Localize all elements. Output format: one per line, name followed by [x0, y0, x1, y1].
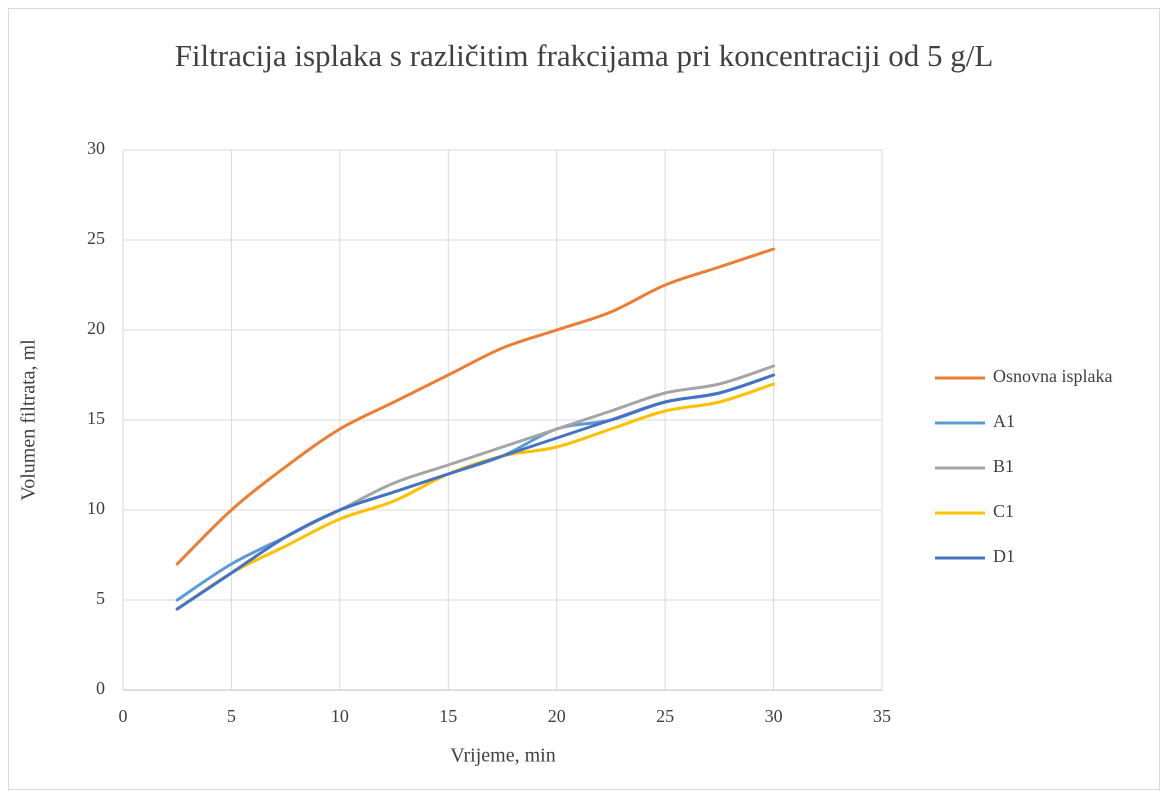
series-line [175, 364, 776, 611]
x-tick-label: 20 [548, 706, 566, 726]
series-line [175, 382, 776, 611]
y-tick-label: 0 [96, 678, 105, 698]
series-line [175, 373, 776, 611]
legend-label: C1 [993, 501, 1014, 521]
x-tick-label: 25 [656, 706, 674, 726]
y-tick-label: 20 [87, 318, 105, 338]
y-tick-label: 30 [87, 138, 105, 158]
y-tick-label: 10 [87, 498, 105, 518]
x-axis-label: Vrijeme, min [450, 745, 555, 767]
y-tick-label: 15 [87, 408, 105, 428]
chart-border [8, 8, 1160, 790]
y-axis-label: Volumen filtrata, ml [18, 339, 40, 501]
legend-label: Osnovna isplaka [993, 366, 1112, 386]
legend-label: B1 [993, 456, 1014, 476]
chart-title: Filtracija isplaka s različitim frakcija… [174, 38, 994, 73]
x-tick-label: 10 [331, 706, 349, 726]
x-tick-label: 35 [873, 706, 891, 726]
x-tick-label: 5 [227, 706, 236, 726]
series-line [175, 247, 776, 566]
y-tick-label: 25 [87, 228, 105, 248]
x-tick-label: 15 [439, 706, 457, 726]
y-tick-label: 5 [96, 588, 105, 608]
x-tick-label: 30 [765, 706, 783, 726]
legend-label: D1 [993, 546, 1015, 566]
x-tick-label: 0 [119, 706, 128, 726]
legend-label: A1 [993, 411, 1015, 431]
